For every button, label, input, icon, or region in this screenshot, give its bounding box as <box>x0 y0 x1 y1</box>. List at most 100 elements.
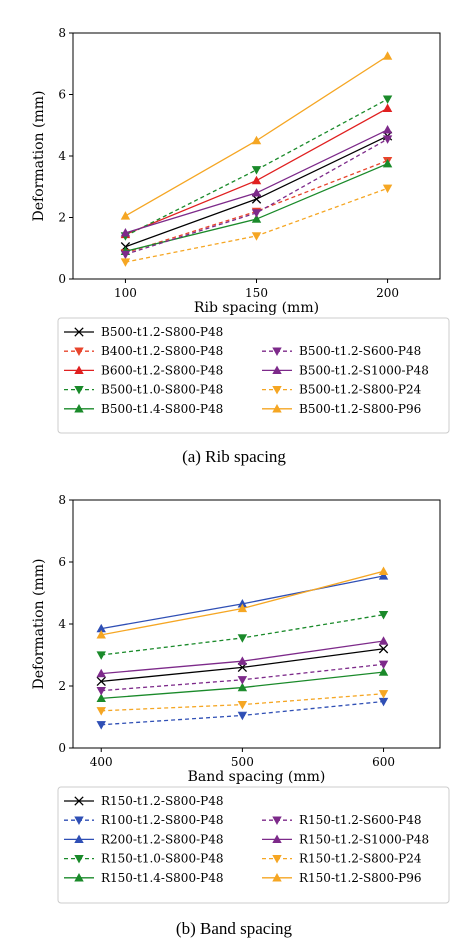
data-point <box>120 228 131 237</box>
legend-item: B500-t1.4-S800-P48 <box>64 402 223 416</box>
legend-item: B600-t1.2-S800-P48 <box>64 363 223 377</box>
legend-label: B500-t1.2-S800-P48 <box>101 325 223 339</box>
y-tick-label: 0 <box>58 741 66 755</box>
chart-panel-b: 0 2 4 6 8 400 500 600 Band spacing (mm) Deformati… <box>31 493 450 938</box>
legend-marker <box>74 347 84 357</box>
legend-label: R150-t1.2-S800-P24 <box>299 852 422 866</box>
data-point <box>382 95 393 104</box>
series-line <box>125 138 388 256</box>
legend-label: R200-t1.2-S800-P48 <box>101 832 223 846</box>
legend-item: R150-t1.2-S600-P48 <box>262 813 421 827</box>
x-tick-label: 200 <box>376 286 399 300</box>
series-R150-t1.2-S1000-P48 <box>96 636 389 678</box>
series-line <box>125 160 388 254</box>
legend-item: B500-t1.2-S600-P48 <box>262 344 421 358</box>
data-point <box>378 636 389 645</box>
legend-marker <box>74 872 84 882</box>
legend-item: R150-t1.2-S800-P96 <box>262 871 421 885</box>
legend-marker <box>272 385 282 395</box>
y-axis-label: Deformation (mm) <box>31 91 47 222</box>
y-tick-label: 0 <box>58 272 66 286</box>
data-point <box>237 634 248 643</box>
y-tick-label: 2 <box>58 211 66 225</box>
data-point <box>251 135 262 145</box>
legend-item: B500-t1.2-S800-P48 <box>64 325 223 339</box>
legend-item: B500-t1.0-S800-P48 <box>64 383 223 397</box>
legend-frame <box>57 317 450 434</box>
data-point <box>251 188 262 197</box>
legend-marker <box>272 347 282 357</box>
legend-marker <box>272 403 282 413</box>
series-R150-t1.2-S800-P96 <box>96 566 389 639</box>
y-tick-label: 4 <box>58 149 66 163</box>
y-tick-label: 6 <box>58 88 66 102</box>
legend-marker <box>272 854 282 864</box>
y-tick-label: 8 <box>58 26 66 40</box>
legend-marker <box>74 403 84 413</box>
data-point <box>251 232 262 241</box>
x-tick-label: 150 <box>245 286 268 300</box>
x-tick-label: 600 <box>372 755 395 769</box>
series-B500-t1.2-S1000-P48 <box>120 125 393 237</box>
legend-item: B400-t1.2-S800-P48 <box>64 344 223 358</box>
data-point <box>96 686 106 696</box>
data-point <box>378 644 389 654</box>
legend-item: R200-t1.2-S800-P48 <box>64 832 223 846</box>
legend-marker <box>74 327 84 337</box>
y-axis-label: Deformation (mm) <box>31 559 47 690</box>
data-point <box>382 103 393 112</box>
data-point <box>237 700 248 710</box>
legend-marker <box>74 834 84 844</box>
data-point <box>382 51 393 60</box>
x-tick-label: 100 <box>114 286 137 300</box>
legend-marker <box>272 872 282 882</box>
data-point <box>96 676 106 687</box>
legend-label: R150-t1.2-S600-P48 <box>299 813 421 827</box>
legend-marker <box>272 834 282 844</box>
legend-label: B500-t1.2-S800-P24 <box>299 383 422 397</box>
legend-item: R150-t1.2-S800-P24 <box>262 852 422 866</box>
data-point <box>382 184 393 194</box>
y-tick-label: 6 <box>58 555 66 569</box>
chart-panel-a: 0 2 4 6 8 100 150 200 Rib spacing (mm) Deformatio… <box>31 26 450 466</box>
y-tick-label: 8 <box>58 493 66 507</box>
data-point <box>382 158 393 168</box>
legend-label: B500-t1.4-S800-P48 <box>101 402 223 416</box>
legend-item: B500-t1.2-S800-P96 <box>262 402 421 416</box>
legend: B500-t1.2-S800-P48 B400-t1.2-S800-P48 B600… <box>57 317 450 434</box>
legend-marker <box>74 854 84 864</box>
series-B500-t1.2-S800-P24 <box>120 184 393 267</box>
data-point <box>96 707 106 716</box>
legend-label: R150-t1.2-S800-P96 <box>299 871 421 885</box>
legend-marker <box>74 796 84 806</box>
data-point <box>237 603 248 613</box>
data-point <box>96 630 106 639</box>
legend-item: B500-t1.2-S800-P24 <box>262 383 422 397</box>
data-point <box>378 611 389 620</box>
data-point <box>251 166 262 175</box>
legend-item: R150-t1.2-S1000-P48 <box>262 832 429 846</box>
figure-caption: (a) Rib spacing <box>182 447 286 466</box>
legend-item: B500-t1.2-S1000-P48 <box>262 363 429 377</box>
legend-label: B600-t1.2-S800-P48 <box>101 363 223 377</box>
legend-marker <box>74 365 84 375</box>
legend-item: R150-t1.0-S800-P48 <box>64 852 223 866</box>
data-point <box>378 566 389 575</box>
data-point <box>120 211 131 220</box>
data-point <box>378 660 389 670</box>
legend-item: R100-t1.2-S800-P48 <box>64 813 223 827</box>
data-point <box>237 711 248 721</box>
x-tick-label: 400 <box>90 755 113 769</box>
legend-label: B500-t1.2-S1000-P48 <box>299 363 429 377</box>
legend-marker <box>74 816 84 826</box>
figure-caption: (b) Band spacing <box>176 919 293 938</box>
legend-label: R150-t1.4-S800-P48 <box>101 871 223 885</box>
data-point <box>251 175 262 185</box>
legend-item: R150-t1.4-S800-P48 <box>64 871 223 885</box>
legend-marker <box>272 365 282 375</box>
data-point <box>96 693 106 703</box>
data-point <box>96 668 106 678</box>
legend-item: R150-t1.2-S800-P48 <box>64 794 223 808</box>
data-point <box>382 125 393 134</box>
x-axis-label: Band spacing (mm) <box>188 769 326 785</box>
